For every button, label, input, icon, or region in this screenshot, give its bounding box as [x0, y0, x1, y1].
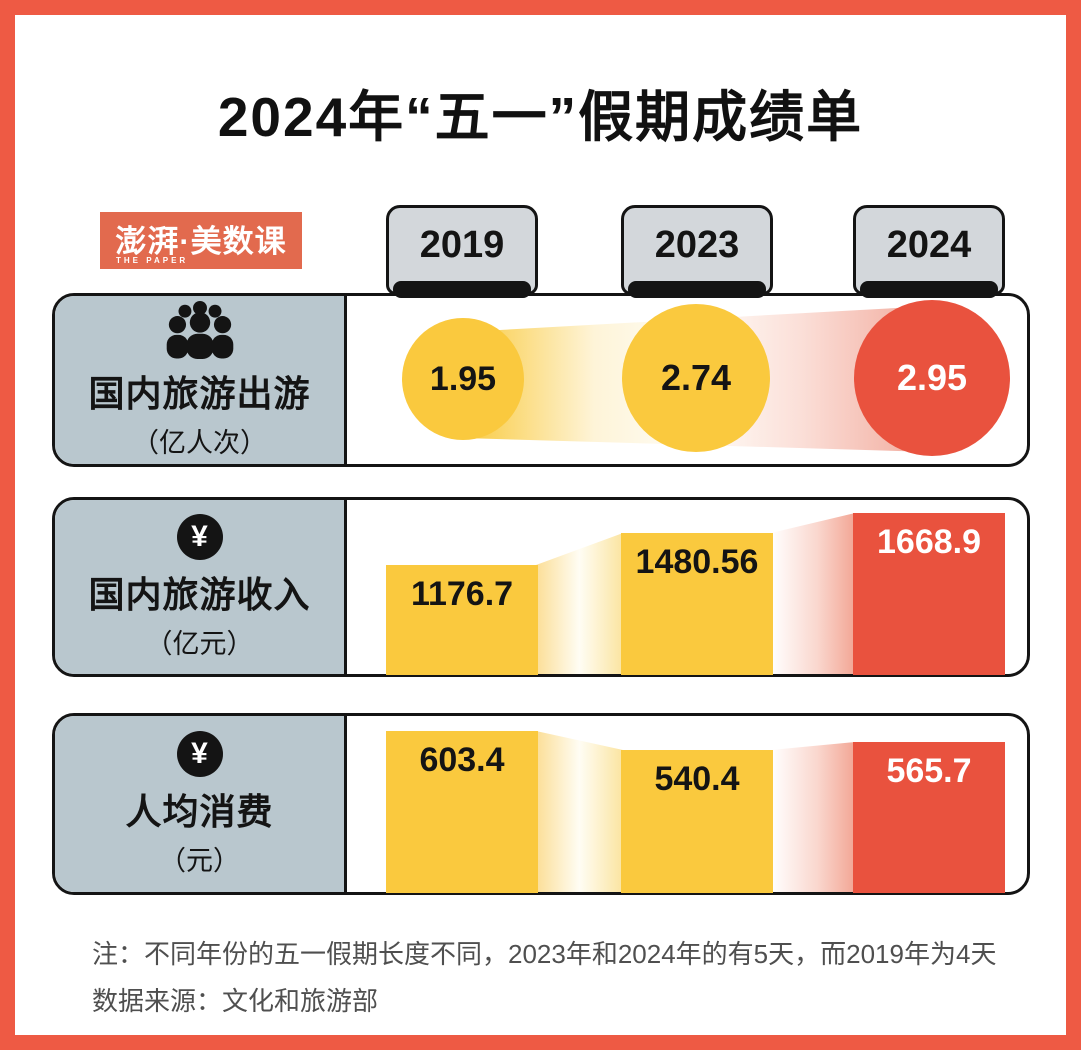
bar-revenue-2024: 1668.9	[853, 513, 1005, 675]
yen-icon: ¥	[176, 730, 223, 777]
row-title-trips: 国内旅游出游	[88, 372, 311, 414]
year-tab-2024: 2024	[853, 205, 1005, 298]
footnote: 注：不同年份的五一假期长度不同，2023年和2024年的有5天，而2019年为4…	[92, 939, 997, 969]
row-label-panel-revenue: ¥ 国内旅游收入 （亿元）	[55, 500, 347, 674]
year-label-2023: 2023	[654, 223, 740, 266]
bar-spending-2023: 540.4	[621, 750, 773, 893]
year-tab-2023: 2023	[621, 205, 773, 298]
bar-value: 1480.56	[635, 543, 759, 581]
bubble-value: 1.95	[429, 359, 497, 398]
bar-revenue-2019: 1176.7	[386, 565, 538, 675]
crowd-icon	[166, 300, 233, 359]
tab-clip-bar	[628, 281, 766, 298]
bar-spending-2019: 603.4	[386, 731, 538, 893]
bubble-trips-2024: 2.95	[854, 300, 1010, 456]
row-title-revenue: 国内旅游收入	[88, 573, 311, 615]
bubble-trips-2019: 1.95	[402, 318, 524, 440]
bar-value: 1668.9	[877, 523, 981, 561]
row-label-panel-spending: ¥ 人均消费 （元）	[55, 716, 347, 892]
row-label-panel-trips: 国内旅游出游 （亿人次）	[55, 296, 347, 464]
bar-revenue-2023: 1480.56	[621, 533, 773, 675]
logo-the-paper: 澎湃·美数课 THE PAPER	[100, 212, 302, 269]
row-unit-spending: （元）	[159, 845, 240, 876]
page-title: 2024年“五一”假期成绩单	[217, 86, 864, 148]
footnotes: 注：不同年份的五一假期长度不同，2023年和2024年的有5天，而2019年为4…	[92, 931, 996, 1025]
logo-subtext: THE PAPER	[116, 256, 189, 265]
row-unit-trips: （亿人次）	[132, 427, 267, 458]
bubble-trips-2023: 2.74	[622, 304, 770, 452]
bubble-value: 2.95	[896, 357, 968, 398]
bar-spending-2024: 565.7	[853, 742, 1005, 893]
year-label-2019: 2019	[419, 223, 505, 266]
bar-value: 1176.7	[410, 575, 514, 613]
bar-value: 540.4	[654, 760, 740, 798]
data-source: 数据来源：文化和旅游部	[92, 986, 379, 1016]
bar-value: 603.4	[419, 741, 505, 779]
logo-text: 澎湃·美数课	[115, 224, 287, 259]
tab-clip-bar	[860, 281, 998, 298]
bubble-value: 2.74	[660, 357, 732, 398]
year-label-2024: 2024	[886, 223, 972, 266]
row-title-spending: 人均消费	[125, 790, 274, 832]
tab-clip-bar	[393, 281, 531, 298]
yen-icon: ¥	[176, 513, 223, 560]
row-unit-revenue: （亿元）	[145, 628, 254, 659]
bar-value: 565.7	[886, 752, 972, 790]
year-tab-2019: 2019	[386, 205, 538, 298]
